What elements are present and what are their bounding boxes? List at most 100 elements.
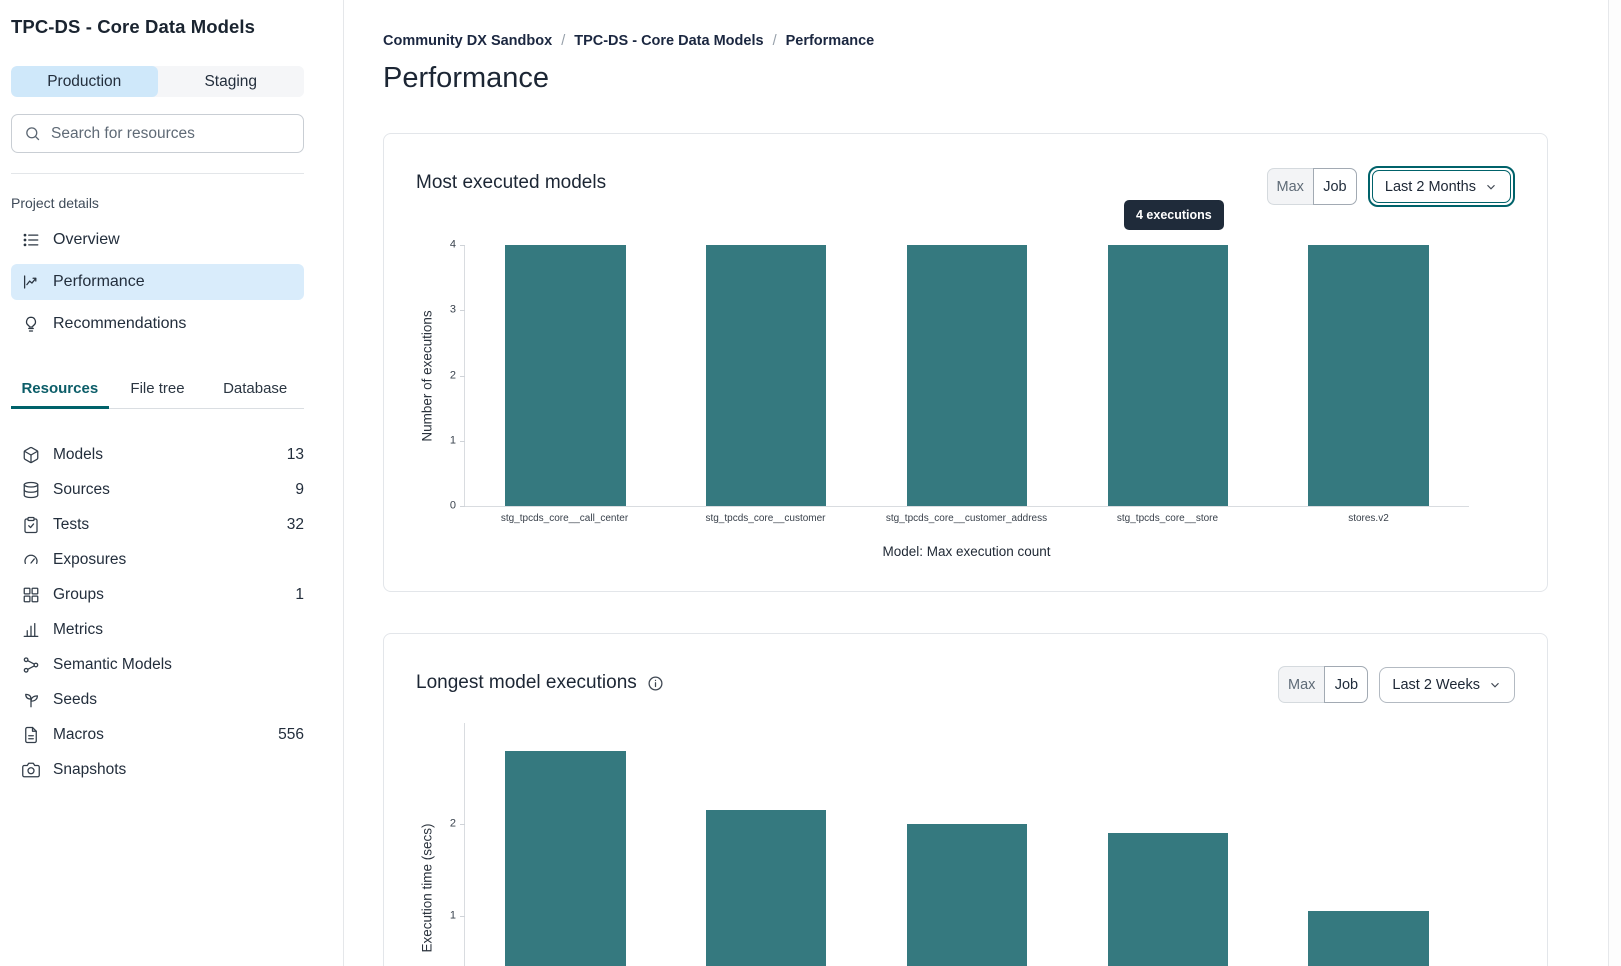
chevron-down-icon xyxy=(1491,682,1499,688)
y-tick-mark xyxy=(460,916,465,918)
bar-2[interactable] xyxy=(906,824,1028,966)
search-input[interactable] xyxy=(51,124,291,143)
tab-database[interactable]: Database xyxy=(223,380,288,397)
sidebar: TPC-DS - Core Data Models Production Sta… xyxy=(0,0,344,966)
scrollbar[interactable] xyxy=(1608,0,1621,966)
tab-resources[interactable]: Resources xyxy=(11,374,109,409)
sidebar-item-performance[interactable]: Performance xyxy=(11,264,304,300)
resource-row-macros[interactable]: Macros 556 xyxy=(11,717,304,752)
breadcrumb-separator: / xyxy=(772,33,777,49)
bar-chart-icon xyxy=(23,622,39,637)
camera-icon xyxy=(22,762,40,777)
x-axis-labels: stg_tpcds_core__call_center stg_tpcds_cor… xyxy=(464,513,1469,524)
sidebar-item-label: Performance xyxy=(53,273,145,290)
database-icon xyxy=(23,481,39,498)
breadcrumb-item-community-dx-sandbox[interactable]: Community DX Sandbox xyxy=(383,33,553,49)
resource-row-exposures[interactable]: Exposures xyxy=(11,542,304,577)
seedling-icon xyxy=(25,693,39,707)
y-axis-title: Number of executions xyxy=(419,309,435,442)
main-content: Community DX Sandbox / TPC-DS - Core Data … xyxy=(344,0,1621,966)
resource-row-tests[interactable]: Tests 32 xyxy=(11,507,304,542)
project-nav: Overview Performance Recommendations xyxy=(11,222,304,342)
sidebar-item-recommendations[interactable]: Recommendations xyxy=(11,306,304,342)
env-production-button[interactable]: Production xyxy=(11,66,158,97)
y-tick-label: 4 xyxy=(449,238,456,251)
max-button[interactable]: Max xyxy=(1278,666,1325,703)
resource-label: Metrics xyxy=(53,620,103,638)
y-tick-mark xyxy=(460,440,465,442)
y-tick-mark xyxy=(460,375,465,377)
tab-file-tree[interactable]: File tree xyxy=(130,380,185,397)
resource-count: 9 xyxy=(295,480,304,498)
bar-0[interactable] xyxy=(505,750,626,966)
job-button[interactable]: Job xyxy=(1312,168,1357,205)
breadcrumb-item-tpc-ds-core-data-models[interactable]: TPC-DS - Core Data Models xyxy=(574,33,764,49)
y-axis-title: Execution time (secs) xyxy=(419,823,435,953)
env-staging-button[interactable]: Staging xyxy=(157,66,304,97)
period-select-value: Last 2 Months xyxy=(1384,178,1476,195)
resource-row-metrics[interactable]: Metrics xyxy=(11,612,304,647)
y-tick-label: 1 xyxy=(449,434,456,447)
project-title: TPC-DS - Core Data Models xyxy=(11,16,256,37)
resource-label: Exposures xyxy=(53,550,127,568)
clipboard-check-icon xyxy=(24,516,38,533)
search-icon xyxy=(26,127,40,141)
gauge-icon xyxy=(24,554,38,564)
bar-stg-tpcds-core-store[interactable] xyxy=(1107,245,1229,506)
resource-row-semantic-models[interactable]: Semantic Models xyxy=(11,647,304,682)
resource-count: 32 xyxy=(286,515,304,533)
y-tick-mark xyxy=(460,245,465,246)
info-icon[interactable] xyxy=(647,675,664,692)
bar-stg-tpcds-core-customer-address[interactable] xyxy=(906,245,1028,506)
period-select[interactable]: Last 2 Months xyxy=(1367,166,1515,207)
list-icon xyxy=(23,233,39,247)
card-title: Longest model executions xyxy=(416,672,637,693)
x-tick-label: stg_tpcds_core__customer_address xyxy=(885,513,1048,524)
resource-row-snapshots[interactable]: Snapshots xyxy=(11,752,304,787)
resource-label: Tests xyxy=(53,515,90,533)
grid-icon xyxy=(23,587,39,602)
bar-3[interactable] xyxy=(1107,833,1229,966)
y-tick-label: 2 xyxy=(449,817,456,830)
x-tick-label: stg_tpcds_core__call_center xyxy=(500,513,629,524)
y-tick-label: 1 xyxy=(449,909,456,922)
chevron-down-icon xyxy=(1487,184,1495,190)
bar-stg-tpcds-core-customer[interactable] xyxy=(705,245,827,506)
bar-stg-tpcds-core-call-center[interactable] xyxy=(505,245,626,506)
sidebar-tabs: Resources File tree Database xyxy=(11,374,304,409)
document-icon xyxy=(25,726,37,743)
bar-1[interactable] xyxy=(705,810,827,966)
sidebar-item-overview[interactable]: Overview xyxy=(11,222,304,258)
resource-count: 556 xyxy=(278,725,304,743)
resource-count: 13 xyxy=(286,445,304,463)
bar-stores-v2[interactable] xyxy=(1308,245,1429,506)
resource-row-sources[interactable]: Sources 9 xyxy=(11,472,304,507)
y-tick-label: 3 xyxy=(449,303,456,316)
max-button[interactable]: Max xyxy=(1266,168,1313,205)
resource-label: Groups xyxy=(53,585,104,603)
search-box[interactable] xyxy=(11,114,304,153)
environment-toggle: Production Staging xyxy=(11,66,304,97)
most-executed-models-card: Most executed models Max Job Last 2 Mont… xyxy=(383,133,1548,592)
chart-line-icon xyxy=(23,275,37,289)
y-tick-label: 0 xyxy=(449,499,456,512)
breadcrumb-separator: / xyxy=(561,33,566,49)
y-tick-label: 2 xyxy=(449,368,456,381)
job-button[interactable]: Job xyxy=(1324,666,1369,703)
resource-row-seeds[interactable]: Seeds xyxy=(11,682,304,717)
longest-model-executions-card: Longest model executions Max Job Last 2 … xyxy=(383,633,1548,966)
x-axis-title: Model: Max execution count xyxy=(882,544,1051,559)
x-tick-label: stg_tpcds_core__store xyxy=(1116,513,1219,524)
resource-list: Models 13 Sources 9 Tests 32 Exposures Groups 1 M… xyxy=(11,437,304,787)
resource-row-models[interactable]: Models 13 xyxy=(11,437,304,472)
resource-label: Sources xyxy=(53,480,110,498)
bar-4[interactable] xyxy=(1308,911,1429,966)
x-tick-label: stores.v2 xyxy=(1348,513,1389,524)
resource-label: Models xyxy=(53,445,103,463)
resource-row-groups[interactable]: Groups 1 xyxy=(11,577,304,612)
period-select[interactable]: Last 2 Weeks xyxy=(1379,666,1515,703)
network-icon xyxy=(23,656,39,673)
project-details-label: Project details xyxy=(11,195,99,211)
page-title: Performance xyxy=(383,62,550,94)
